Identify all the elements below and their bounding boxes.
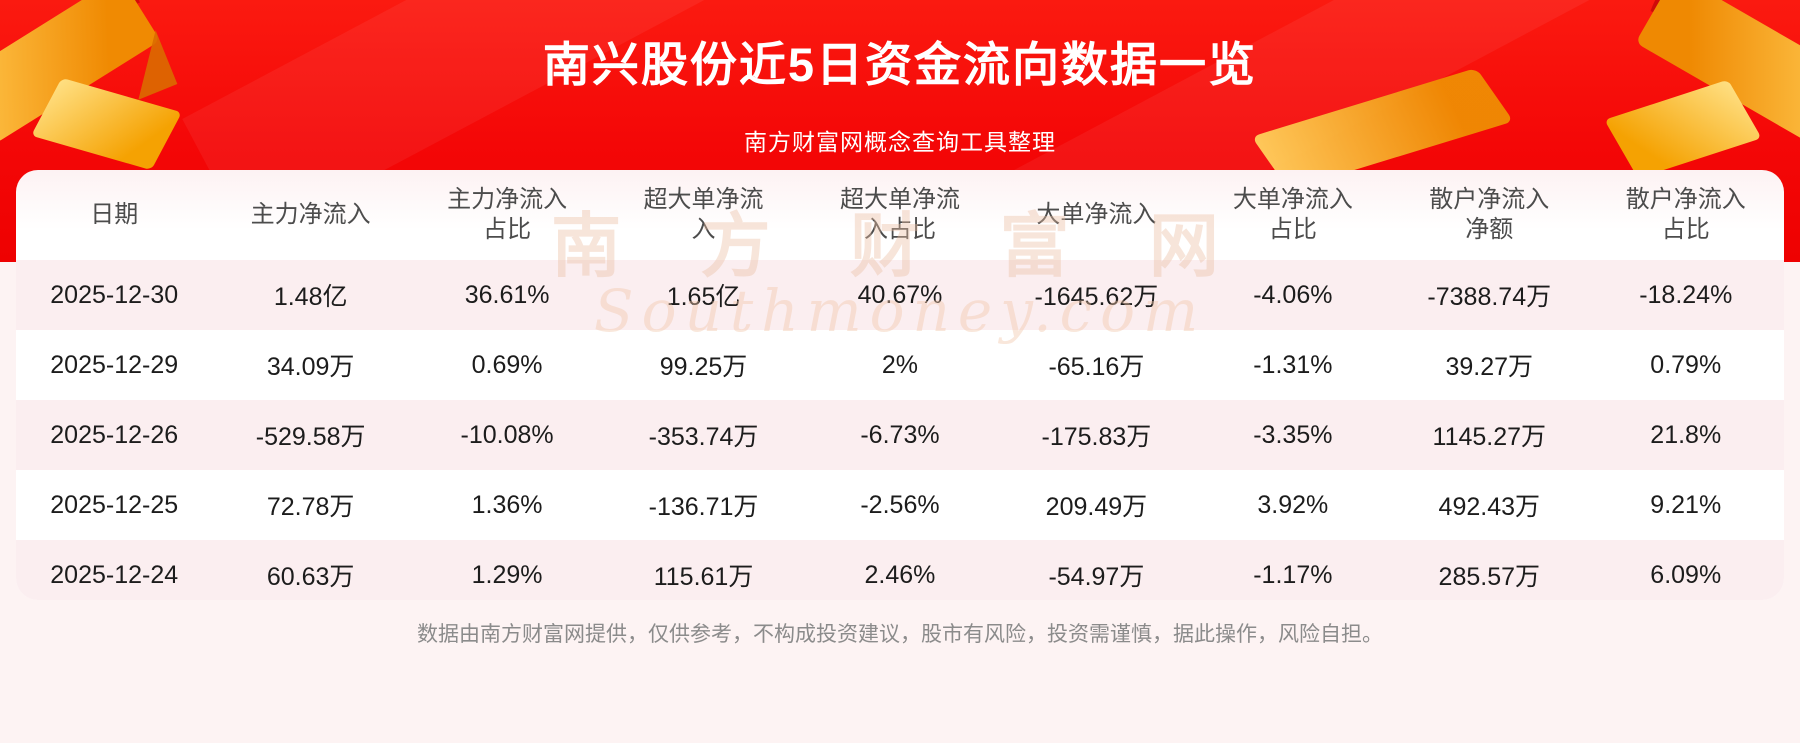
value-cell: 99.25万 (659, 353, 748, 381)
value-cell: -6.73% (860, 420, 940, 449)
fund-flow-table: 日期 主力净流入 主力净流入 占比 超大单净流 入 超大单净流 入占比 大单净流入 大单净流… (16, 170, 1784, 600)
value-cell: -4.06% (1253, 280, 1333, 309)
value-cell: -3.35% (1253, 420, 1333, 449)
value-cell: 0.79% (1650, 350, 1722, 379)
table-row: 2025-12-24 60.63万 1.29% 115.61万 2.46% -54.97万… (16, 540, 1784, 600)
value-cell: -1645.62万 (1034, 283, 1159, 311)
column-header: 大单净流入 占比 (1232, 186, 1353, 243)
date-cell: 2025-12-29 (50, 350, 179, 379)
value-cell: 40.67% (857, 280, 943, 309)
value-cell: 1.48亿 (273, 283, 348, 311)
value-cell: 39.27万 (1445, 353, 1534, 381)
column-header: 超大单净流 入 (643, 186, 764, 243)
value-cell: -529.58万 (255, 423, 366, 451)
table-header-row: 日期 主力净流入 主力净流入 占比 超大单净流 入 超大单净流 入占比 大单净流入 大单净流… (16, 170, 1784, 260)
column-header: 主力净流入 (250, 201, 371, 228)
column-header: 散户净流入 占比 (1625, 186, 1746, 243)
table-row: 2025-12-29 34.09万 0.69% 99.25万 2% -65.16万 -1.3… (16, 330, 1784, 400)
table-row: 2025-12-30 1.48亿 36.61% 1.65亿 40.67% -1645.62… (16, 260, 1784, 330)
value-cell: -136.71万 (648, 493, 759, 521)
value-cell: 34.09万 (266, 353, 355, 381)
value-cell: 1.36% (471, 490, 543, 519)
column-header: 日期 (90, 201, 139, 228)
value-cell: 6.09% (1650, 560, 1722, 589)
page-title: 南兴股份近5日资金流向数据一览 (542, 38, 1258, 91)
value-cell: -7388.74万 (1427, 283, 1552, 311)
value-cell: -18.24% (1639, 280, 1733, 309)
value-cell: 2.46% (864, 560, 936, 589)
value-cell: -353.74万 (648, 423, 759, 451)
value-cell: 1.29% (471, 560, 543, 589)
table-body: 2025-12-30 1.48亿 36.61% 1.65亿 40.67% -1645.62… (16, 260, 1784, 600)
value-cell: 1145.27万 (1432, 423, 1547, 451)
value-cell: -54.97万 (1048, 563, 1145, 591)
table-head: 日期 主力净流入 主力净流入 占比 超大单净流 入 超大单净流 入占比 大单净流入 大单净流… (16, 170, 1784, 260)
value-cell: 1.65亿 (666, 283, 741, 311)
value-cell: -65.16万 (1048, 353, 1145, 381)
value-cell: 72.78万 (266, 493, 355, 521)
column-header: 超大单净流 入占比 (839, 186, 960, 243)
column-header: 大单净流入 (1036, 201, 1157, 228)
value-cell: 3.92% (1257, 490, 1329, 519)
table-row: 2025-12-25 72.78万 1.36% -136.71万 -2.56% 209.4… (16, 470, 1784, 540)
value-cell: 0.69% (471, 350, 543, 379)
value-cell: 9.21% (1650, 490, 1722, 519)
column-header: 散户净流入 净额 (1429, 186, 1550, 243)
date-cell: 2025-12-24 (50, 560, 179, 589)
value-cell: -10.08% (460, 420, 554, 449)
value-cell: 2% (881, 350, 919, 379)
date-cell: 2025-12-30 (50, 280, 179, 309)
value-cell: -175.83万 (1041, 423, 1152, 451)
page-subtitle: 南方财富网概念查询工具整理 (744, 129, 1056, 155)
value-cell: 115.61万 (653, 563, 754, 591)
column-header: 主力净流入 占比 (447, 186, 568, 243)
value-cell: 60.63万 (266, 563, 355, 591)
value-cell: 209.49万 (1045, 493, 1148, 521)
value-cell: 492.43万 (1438, 493, 1541, 521)
date-cell: 2025-12-26 (50, 420, 179, 449)
value-cell: 21.8% (1650, 420, 1722, 449)
value-cell: 36.61% (464, 280, 550, 309)
value-cell: 285.57万 (1438, 563, 1541, 591)
date-cell: 2025-12-25 (50, 490, 179, 519)
table-row: 2025-12-26 -529.58万 -10.08% -353.74万 -6.73% -… (16, 400, 1784, 470)
footer-disclaimer: 数据由南方财富网提供，仅供参考，不构成投资建议，股市有风险，投资需谨慎，据此操作… (417, 623, 1383, 646)
value-cell: -1.17% (1253, 560, 1333, 589)
value-cell: -1.31% (1253, 350, 1333, 379)
value-cell: -2.56% (860, 490, 940, 519)
data-card: 日期 主力净流入 主力净流入 占比 超大单净流 入 超大单净流 入占比 大单净流入 大单净流… (16, 170, 1784, 600)
